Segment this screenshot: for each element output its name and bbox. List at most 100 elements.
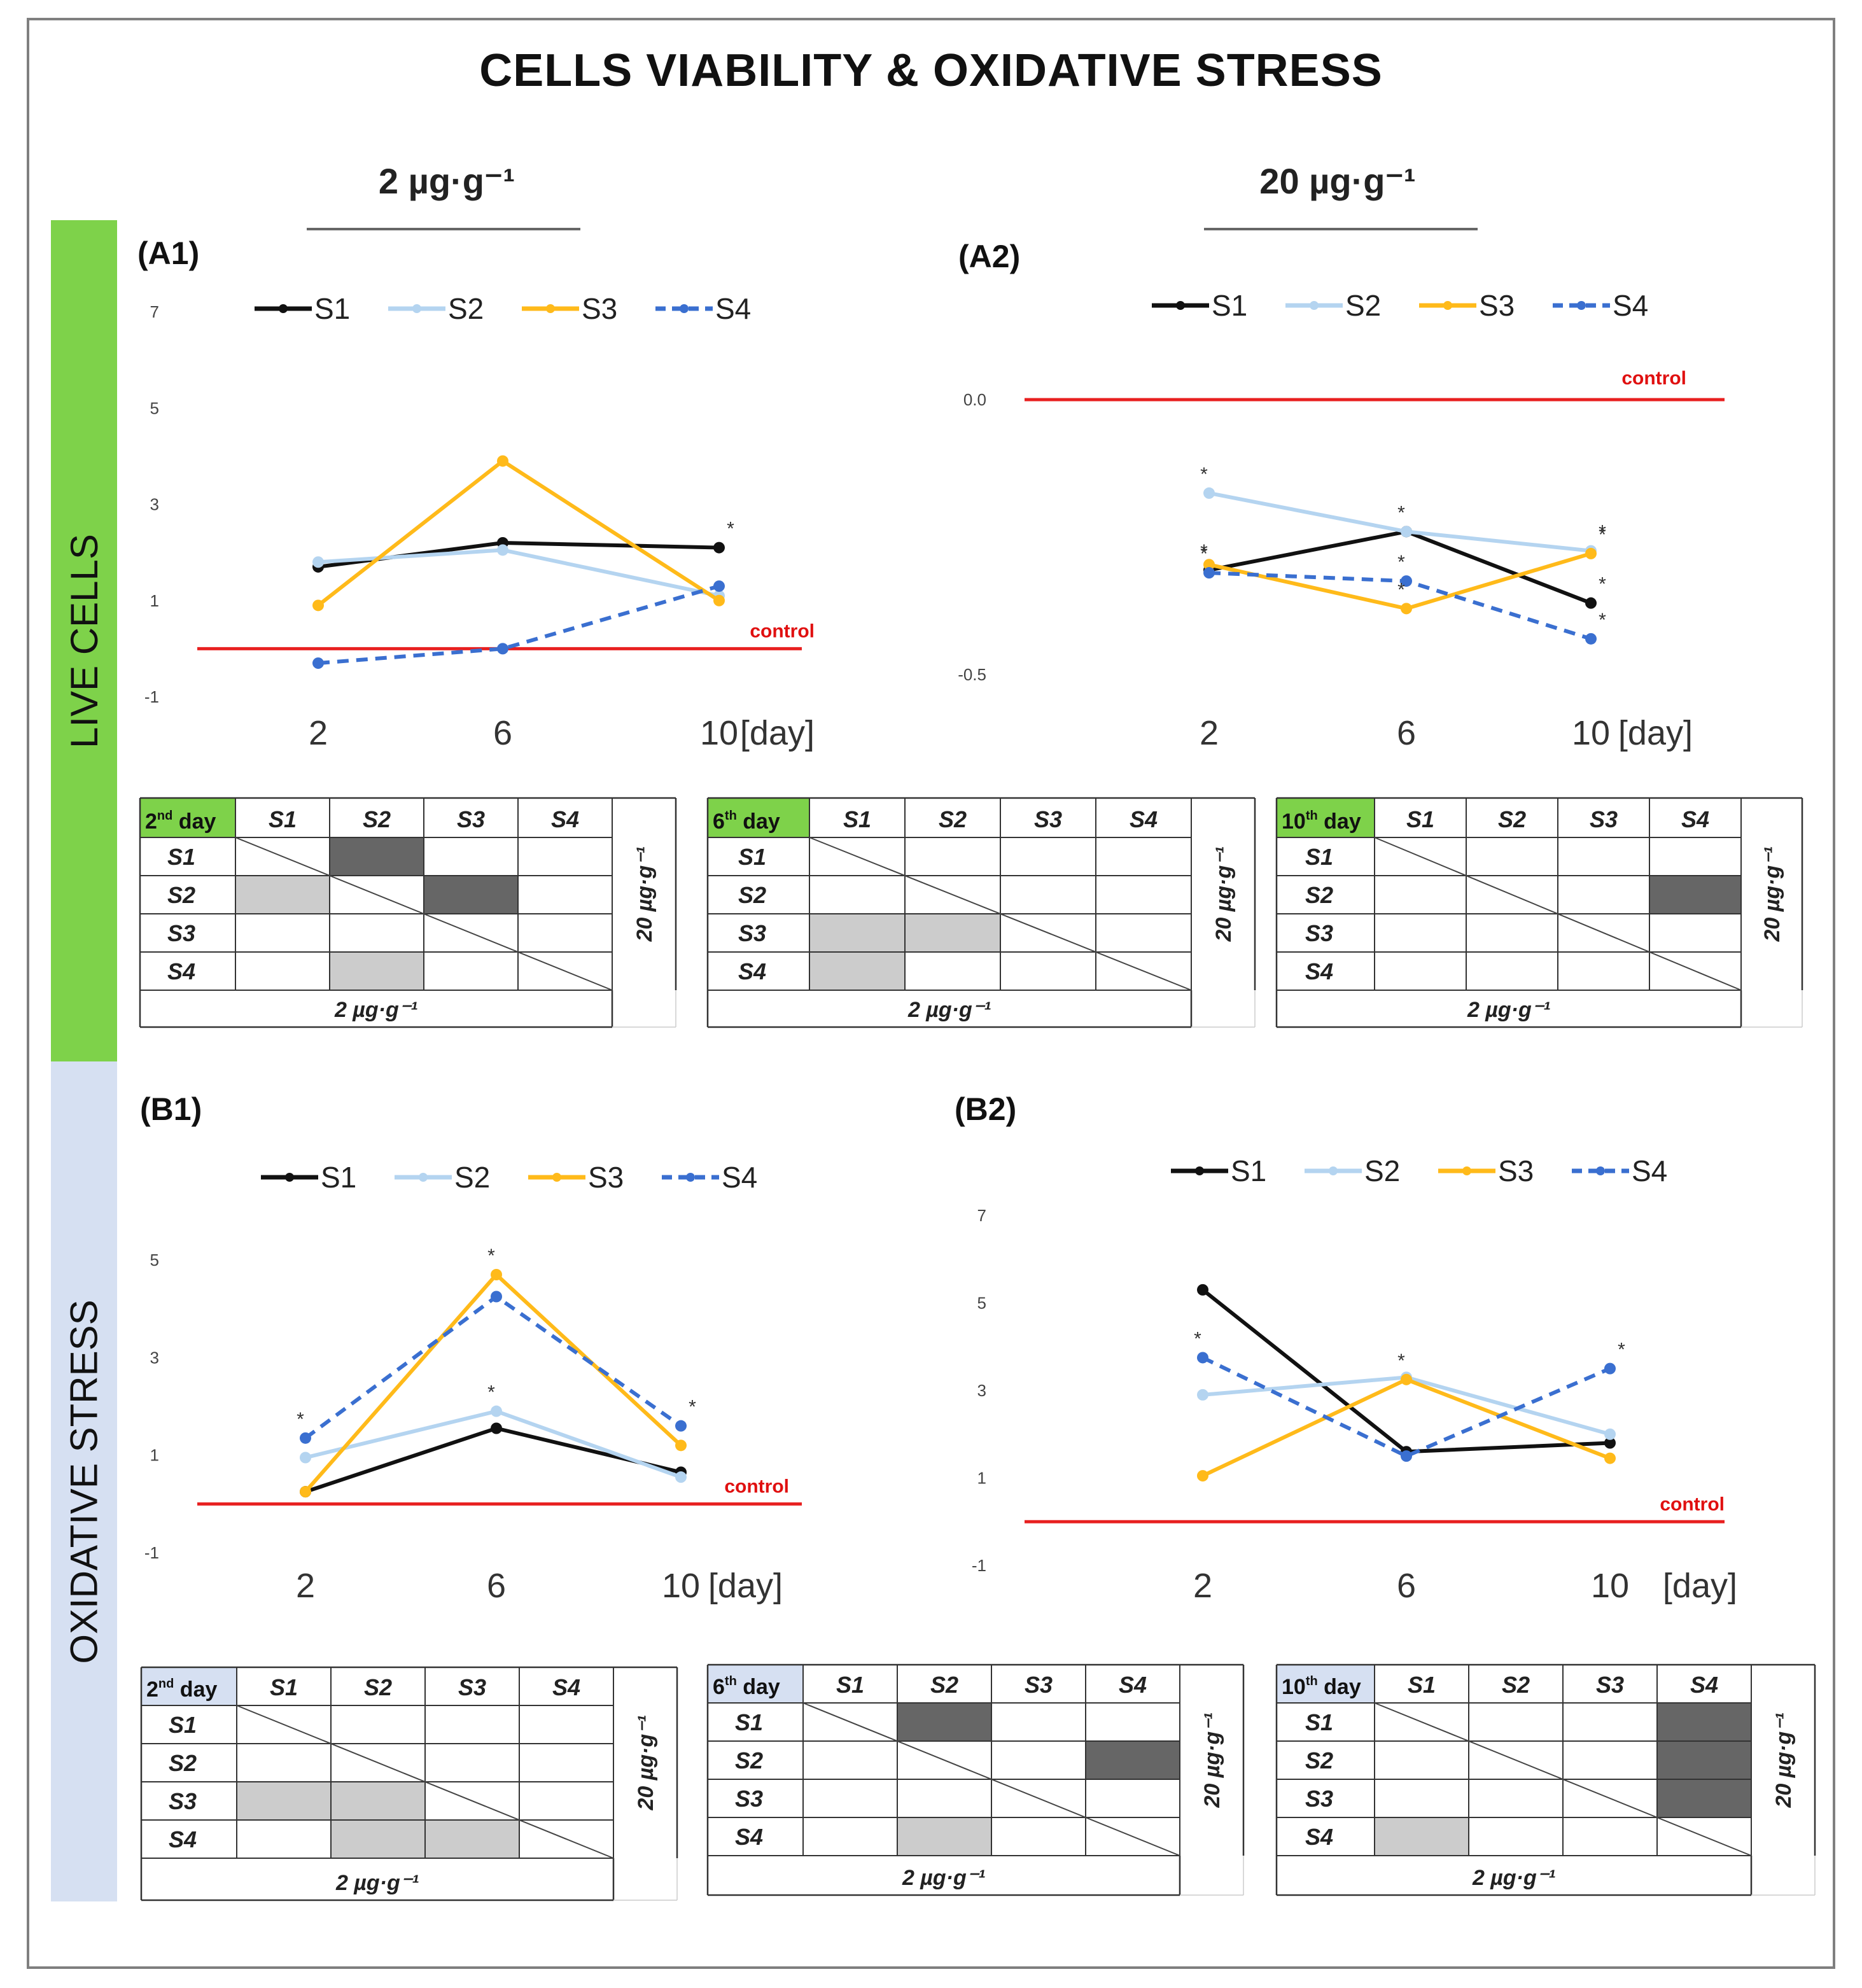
matrix-row-header: S1 (169, 1712, 197, 1738)
matrix-row-header: S2 (167, 882, 195, 908)
matrix-row-header: S3 (1305, 920, 1333, 946)
series-line-s1 (1201, 1288, 1611, 1454)
matrix-col-header: S1 (836, 1672, 864, 1698)
point-s4-day-2 (300, 1432, 311, 1444)
legend-label-s3: S3 (588, 1161, 624, 1194)
y-tick-label: 3 (150, 495, 159, 514)
figure-frame (27, 18, 1835, 1969)
matrix-footer-concentration: 2 µg·g⁻¹ (1472, 1866, 1555, 1890)
matrix-day-word: day (737, 1675, 780, 1699)
significant-low-cell (330, 952, 424, 990)
matrix-day-word: day (1318, 809, 1361, 834)
y-tick-label: -1 (144, 687, 159, 706)
series-line-s1 (305, 1426, 682, 1494)
significance-star: * (297, 1409, 304, 1430)
matrix-col-header: S3 (1025, 1672, 1053, 1698)
matrix-svg: 6th day S1 S1 S2 S2 S3 S3 S4 S4 2 µg·g⁻¹ 20 µg·g⁻¹ (706, 1663, 1245, 1896)
legend-label-s3: S3 (582, 292, 617, 325)
legend-label-s2: S2 (454, 1161, 490, 1194)
point-s1-day-2 (1197, 1284, 1208, 1296)
series-line-s4 (1201, 1355, 1611, 1459)
x-axis-unit: [day] (1618, 714, 1693, 752)
matrix-group: 6th day S1 S1 S2 S2 S3 S3 S4 S4 2 µg·g⁻¹ 20 µg·g⁻¹ (706, 1663, 1245, 1896)
point-s2-day-10 (675, 1471, 687, 1483)
matrix-row-header: S3 (1305, 1786, 1333, 1812)
matrix-ox-day10: 10th day S1 S1 S2 S2 S3 S3 S4 S4 2 µg·g⁻¹ 20 µg·g⁻… (1275, 1663, 1816, 1900)
legend-label-s1: S1 (1212, 289, 1247, 322)
point-s3-day-2 (300, 1486, 311, 1498)
matrix-row-header: S2 (735, 1747, 763, 1774)
legend-marker-s3 (1443, 301, 1452, 310)
control-label: control (1621, 368, 1686, 389)
y-tick-label: 5 (150, 398, 159, 417)
matrix-ox-day6: 6th day S1 S1 S2 S2 S3 S3 S4 S4 2 µg·g⁻¹ 20 µg·g⁻¹ (706, 1663, 1245, 1900)
figure-title: CELLS VIABILITY & OXIDATIVE STRESS (479, 45, 1383, 96)
matrix-col-header: S2 (1502, 1672, 1530, 1698)
significance-star: * (487, 1382, 495, 1403)
matrix-row-header: S4 (735, 1824, 763, 1850)
matrix-day-label: 6th day (713, 809, 780, 834)
matrix-row-header: S4 (1305, 1824, 1333, 1850)
legend-marker-s3 (552, 1173, 561, 1182)
point-s3-day-2 (312, 599, 324, 612)
x-tick-label: 2 (1200, 714, 1219, 752)
point-s2-day-2 (312, 556, 324, 568)
y-tick-label: -1 (144, 1543, 159, 1562)
point-s4-day-6 (491, 1291, 502, 1303)
matrix-day-label: 2nd day (145, 809, 216, 834)
matrix-day-word: day (172, 809, 216, 834)
matrix-day-label: 10th day (1282, 809, 1361, 834)
significance-star: * (1194, 1328, 1201, 1349)
matrix-col-header: S4 (551, 806, 579, 832)
significance-star: * (1397, 579, 1405, 600)
significance-star: * (1599, 574, 1606, 595)
control-label: control (750, 620, 815, 641)
significant-low-cell (237, 1782, 331, 1820)
point-s1-day-10 (713, 542, 725, 554)
y-tick-label: 1 (150, 591, 159, 610)
series-line-s4 (304, 1294, 682, 1440)
matrix-col-header: S1 (843, 806, 871, 832)
matrix-day-cell (140, 798, 235, 837)
matrix-live-day6: 6th day S1 S1 S2 S2 S3 S3 S4 S4 2 µg·g⁻¹ 20 µg·g⁻¹ (706, 797, 1256, 1032)
significance-star: * (1200, 541, 1208, 562)
panel-title: (B2) (955, 1091, 1016, 1127)
x-tick-label: 6 (487, 1567, 506, 1605)
matrix-col-header: S1 (270, 1674, 298, 1700)
matrix-day-label: 10th day (1282, 1674, 1361, 1699)
matrix-row-header: S1 (1305, 844, 1333, 870)
legend-marker-s1 (279, 304, 288, 313)
point-s4-day-2 (1203, 567, 1215, 579)
significant-high-cell (1657, 1703, 1751, 1741)
matrix-side-concentration: 20 µg·g⁻¹ (634, 1716, 658, 1811)
legend-label-s2: S2 (1364, 1154, 1400, 1187)
legend-label-s1: S1 (314, 292, 350, 325)
x-tick-label: 10 (662, 1567, 700, 1605)
point-s3-day-10 (1585, 547, 1597, 559)
matrix-group: 2nd day S1 S1 S2 S2 S3 S3 S4 S4 2 µg·g⁻¹ 20 µg·g⁻¹ (139, 797, 677, 1028)
point-s3-day-2 (1197, 1470, 1208, 1482)
point-s3-day-2 (1203, 559, 1215, 571)
legend-marker-s2 (1329, 1166, 1338, 1175)
matrix-ox-day2: 2nd day S1 S1 S2 S2 S3 S3 S4 S4 2 µg·g⁻¹ 20 µg·g⁻¹ (140, 1666, 678, 1905)
matrix-day-suffix: nd (157, 809, 172, 823)
point-s3-day-6 (497, 455, 508, 467)
matrix-row-header: S4 (169, 1826, 197, 1852)
significant-low-cell (1375, 1817, 1469, 1856)
legend-label-s4: S4 (1632, 1154, 1667, 1187)
significant-low-cell (331, 1782, 425, 1820)
y-tick-label: 0.0 (963, 390, 986, 409)
oxidative-stress-label: OXIDATIVE STRESS (62, 1299, 106, 1664)
y-tick-label: 5 (150, 1250, 159, 1270)
matrix-row-header: S2 (1305, 882, 1333, 908)
significant-low-cell (809, 952, 905, 990)
matrix-day-cell (141, 1667, 237, 1705)
significant-high-cell (1086, 1741, 1180, 1779)
matrix-group: 10th day S1 S1 S2 S2 S3 S3 S4 S4 2 µg·g⁻¹ 20 µg·g⁻… (1275, 797, 1803, 1028)
matrix-col-header: S1 (1408, 1672, 1436, 1698)
matrix-row-header: S1 (167, 844, 195, 870)
panel-title: (B1) (140, 1091, 202, 1127)
matrix-day-label: 6th day (713, 1674, 780, 1699)
matrix-diagonal (1374, 1702, 1752, 1856)
matrix-day-cell (1277, 1665, 1375, 1703)
